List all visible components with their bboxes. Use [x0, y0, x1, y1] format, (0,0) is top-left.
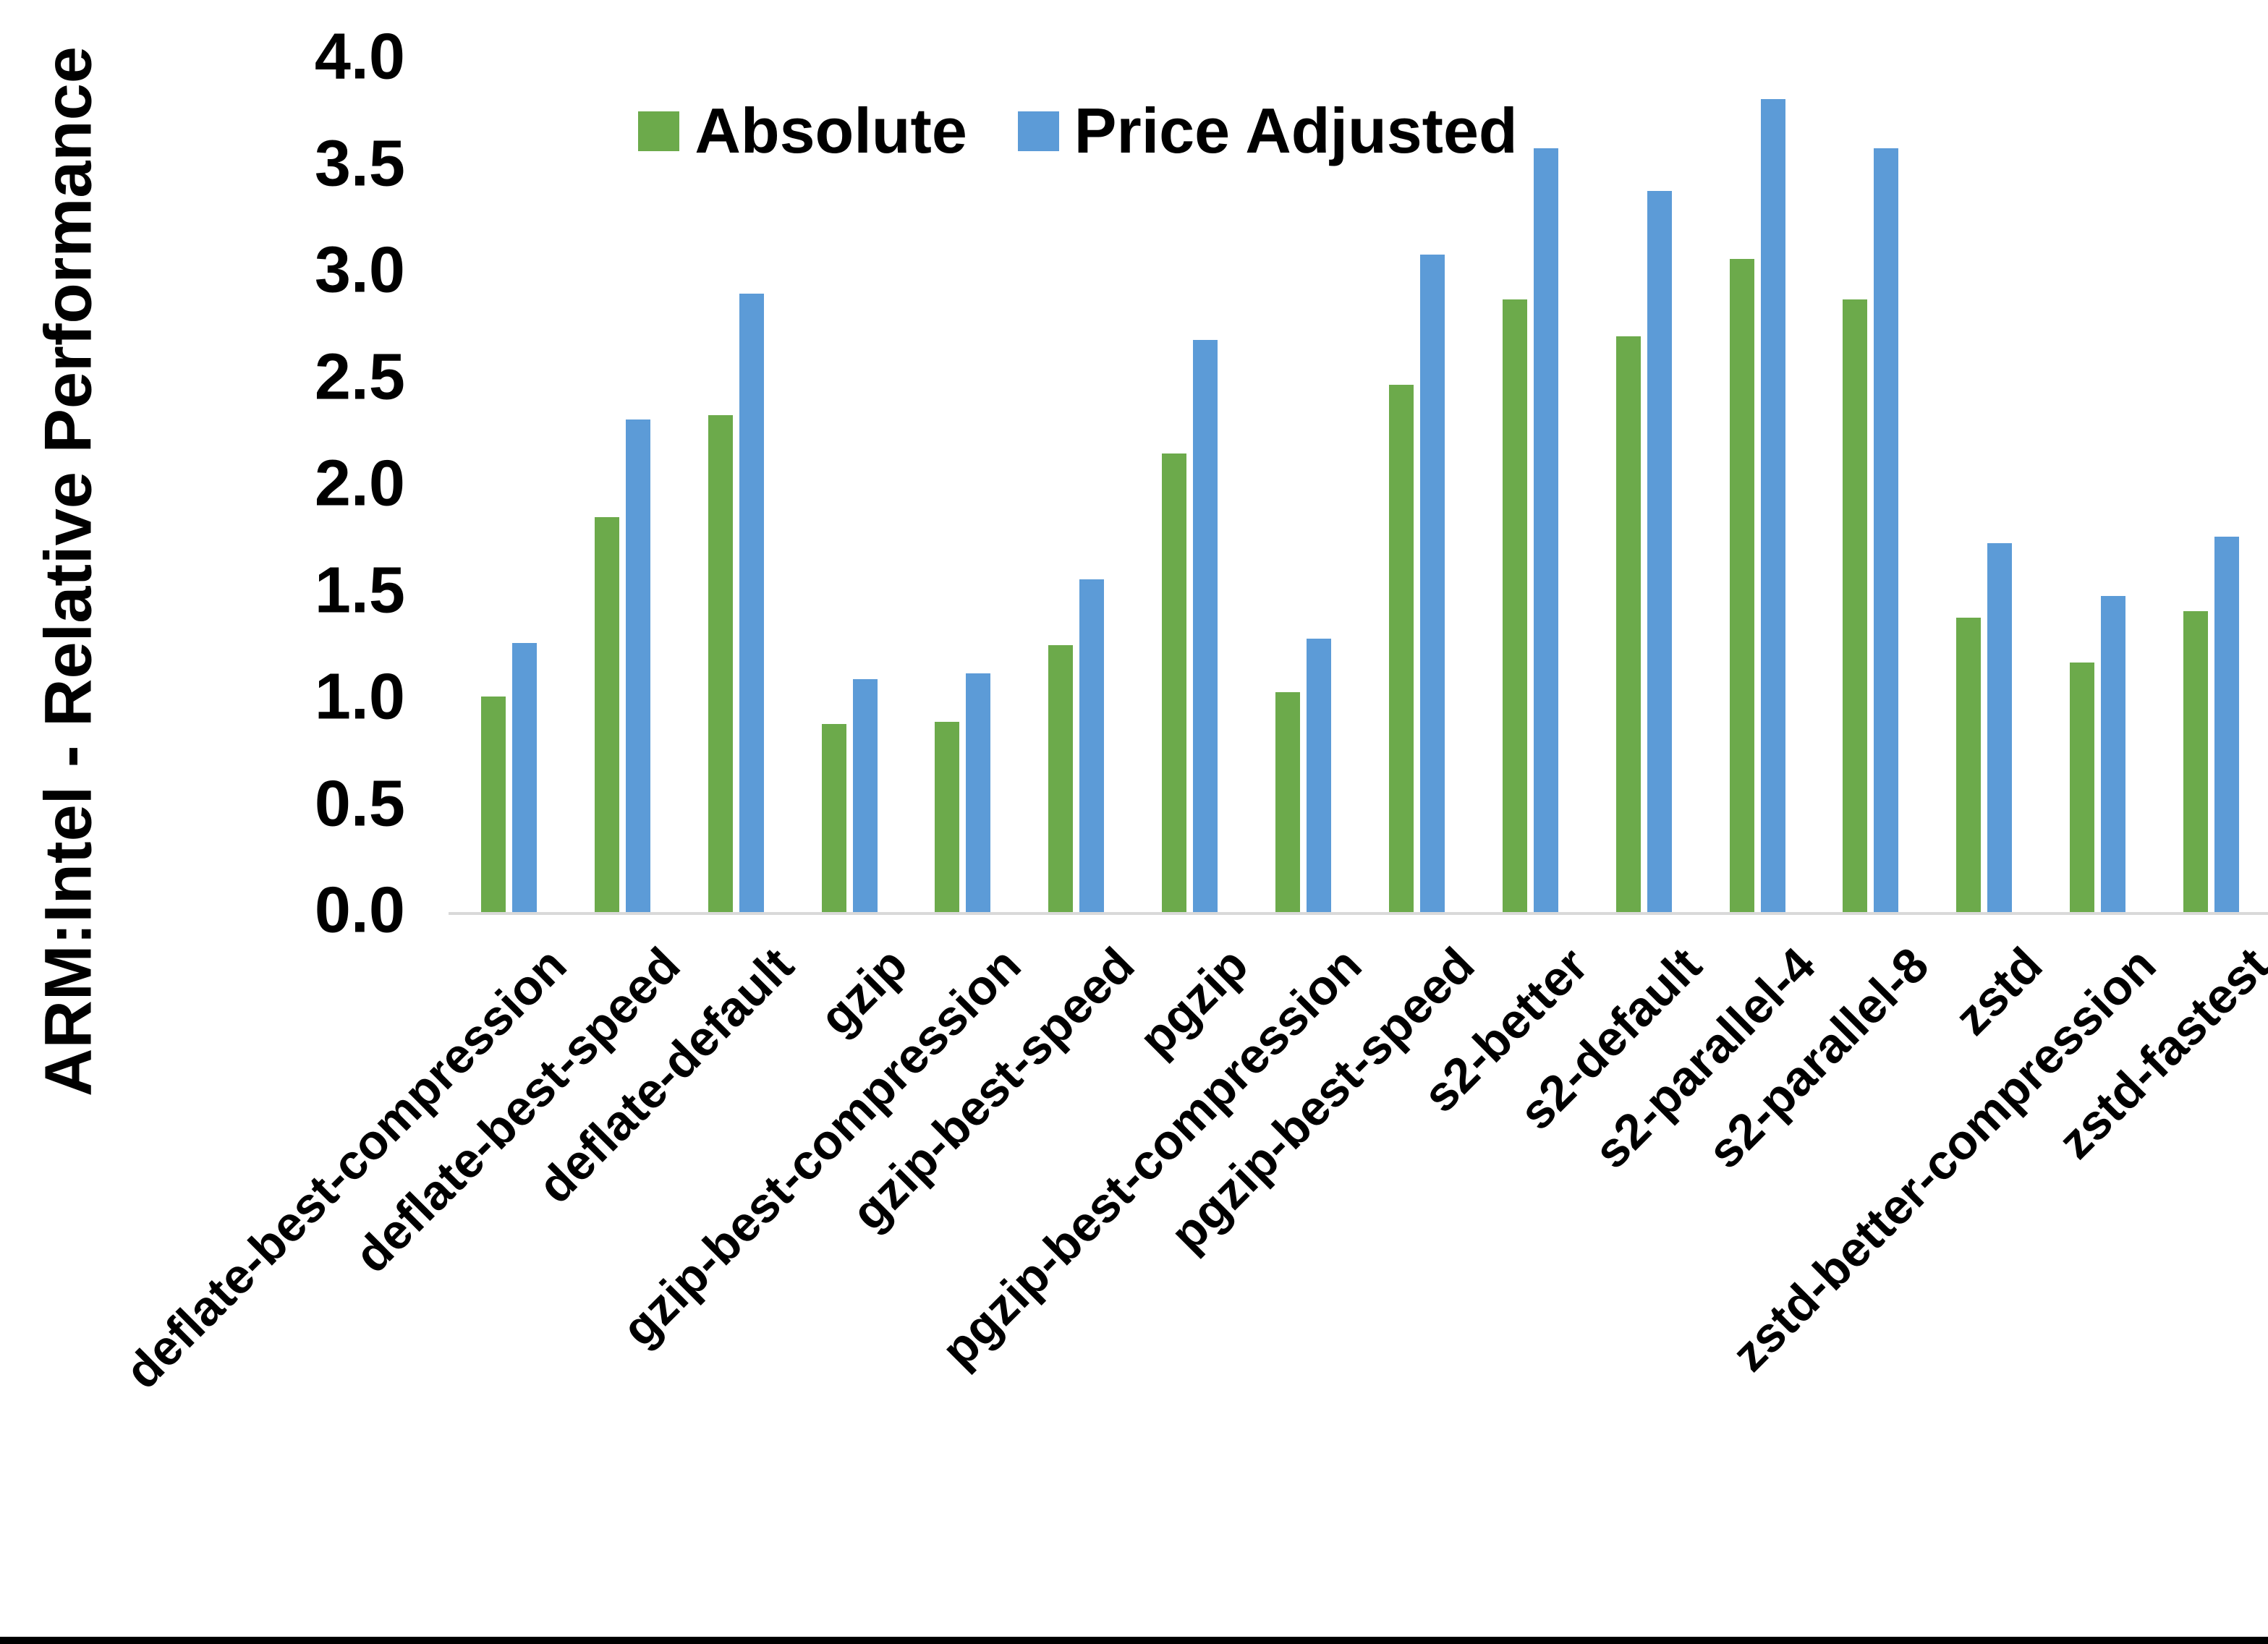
bar-absolute [594, 517, 619, 912]
bar-absolute [821, 724, 846, 912]
bar-price-adjusted [2101, 596, 2126, 912]
bar-price-adjusted [625, 419, 650, 912]
y-tick-label: 0.5 [314, 767, 405, 840]
bar-absolute [1388, 385, 1414, 912]
bar-group-s2-better [1474, 59, 1587, 912]
bar-absolute [1502, 299, 1527, 912]
bar-group-s2-parallel-4 [1701, 59, 1814, 912]
bar-price-adjusted [1647, 190, 1672, 912]
bar-group-deflate-default [679, 59, 793, 912]
y-tick-label: 2.5 [314, 340, 405, 413]
chart-legend: Absolute Price Adjusted [0, 94, 2156, 168]
bar-group-pgzip-best-speed [1360, 59, 1474, 912]
bar-price-adjusted [852, 679, 878, 912]
legend-item-absolute: Absolute [638, 94, 967, 168]
y-tick-label: 2.0 [314, 447, 405, 520]
y-tick-label: 3.5 [314, 127, 405, 200]
bar-absolute [935, 722, 960, 912]
window-bottom-border [0, 1637, 2268, 1644]
bar-absolute [708, 414, 733, 912]
bar-group-gzip-best-speed [1019, 59, 1133, 912]
bar-price-adjusted [1079, 579, 1105, 912]
bar-absolute [2070, 662, 2095, 912]
bar-absolute [1048, 645, 1074, 912]
bar-price-adjusted [1533, 148, 1558, 912]
legend-swatch-icon-price-adjusted [1017, 111, 1059, 151]
bar-price-adjusted [1760, 99, 1785, 912]
bar-price-adjusted [1987, 542, 2013, 912]
bar-absolute [1275, 692, 1301, 912]
bar-group-s2-default [1587, 59, 1701, 912]
legend-swatch-icon-absolute [638, 111, 680, 151]
bar-group-deflate-best-speed [566, 59, 679, 912]
bar-price-adjusted [739, 293, 764, 912]
bar-price-adjusted [511, 643, 537, 912]
bar-group-zstd [1927, 59, 2041, 912]
bar-absolute [1615, 336, 1641, 912]
bar-absolute [1729, 259, 1754, 912]
bar-price-adjusted [966, 673, 991, 912]
bar-group-pgzip [1133, 59, 1246, 912]
bar-price-adjusted [1193, 340, 1218, 912]
bar-group-s2-parallel-8 [1814, 59, 1928, 912]
bar-group-gzip-best-compression [906, 59, 1020, 912]
y-axis-title: ARM:Intel - Relative Performance [31, 46, 106, 1096]
y-tick-label: 0.0 [314, 874, 405, 947]
x-axis-line [449, 912, 2268, 915]
bar-absolute [480, 697, 506, 912]
bar-price-adjusted [1419, 255, 1445, 912]
bar-group-zstd-better-compression [2041, 59, 2154, 912]
bar-absolute [1843, 299, 1868, 912]
bar-group-zstd-fastest [2154, 59, 2268, 912]
legend-label-price-adjusted: Price Adjusted [1074, 95, 1518, 166]
bar-absolute [1956, 617, 1982, 912]
legend-label-absolute: Absolute [695, 95, 967, 166]
y-tick-label: 1.5 [314, 553, 405, 626]
bar-group-pgzip-best-compression [1246, 59, 1360, 912]
x-tick-label-deflate-best-compression: deflate-best-compression [114, 937, 577, 1400]
y-tick-label: 4.0 [314, 20, 405, 93]
bar-group-deflate-best-compression [452, 59, 566, 912]
bar-absolute [2183, 611, 2209, 912]
bar-absolute [1162, 453, 1187, 912]
y-tick-label: 1.0 [314, 660, 405, 733]
bar-price-adjusted [2214, 536, 2240, 912]
bar-group-gzip [793, 59, 906, 912]
y-tick-label: 3.0 [314, 234, 405, 307]
bar-price-adjusted [1874, 148, 1899, 912]
bar-price-adjusted [1307, 639, 1332, 912]
plot-area [452, 59, 2268, 912]
legend-item-price-adjusted: Price Adjusted [1017, 94, 1518, 168]
